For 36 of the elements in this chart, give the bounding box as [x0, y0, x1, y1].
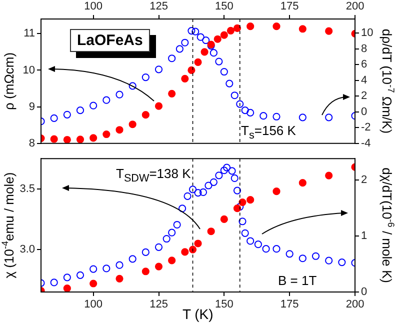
y2-tick-label: 8	[361, 42, 368, 55]
y2-tick-label: 2	[361, 90, 368, 102]
x-tick-label: 150	[214, 0, 234, 12]
y-tick-label: 9	[28, 100, 35, 113]
y2-tick-label: 4	[361, 74, 368, 86]
annotation: T$_{SDW}$=138 K	[116, 166, 191, 185]
y2-tick-label: 0	[361, 106, 368, 118]
y2-tick-label: 1	[361, 230, 368, 242]
y2-axis-title: dχ/dT(10-6 / mole K)	[379, 168, 395, 283]
y2-axis-title: dρ/dT (10-7 Ωm/K)	[379, 28, 395, 134]
annotation: LaOFeAs	[70, 29, 150, 52]
x-tick-label: 100	[84, 298, 103, 311]
x-tick-label: 125	[150, 298, 168, 311]
x-tick-label: 150	[214, 298, 234, 311]
annotation: B = 1T	[278, 273, 317, 288]
y2-tick-label: 0	[361, 286, 368, 298]
x-tick-label: 175	[280, 298, 299, 311]
y-tick-label: 10	[22, 64, 35, 76]
y2-tick-label: -4	[361, 137, 371, 150]
x-tick-label: 125	[150, 0, 168, 12]
annotation: T$_{s}$=156 K	[241, 123, 296, 142]
x-tick-label: 200	[346, 0, 364, 12]
x-axis-title: T (K)	[182, 306, 214, 322]
y-tick-label: 3.0	[20, 244, 35, 256]
x-tick-label: 175	[280, 0, 299, 12]
y-tick-label: 8	[28, 137, 35, 150]
y2-tick-label: 2	[361, 174, 368, 186]
x-tick-label: 200	[346, 298, 364, 311]
y2-tick-label: 10	[361, 27, 374, 40]
y2-tick-label: 6	[361, 58, 368, 71]
x-tick-label: 100	[84, 0, 103, 12]
y-axis-title: χ (10-4emu / mole)	[0, 172, 17, 278]
y2-tick-label: -2	[361, 122, 371, 134]
y-tick-label: 11	[24, 28, 35, 40]
y-tick-label: 3.5	[20, 182, 35, 195]
y-axis-title: ρ (mΩcm)	[2, 52, 17, 110]
